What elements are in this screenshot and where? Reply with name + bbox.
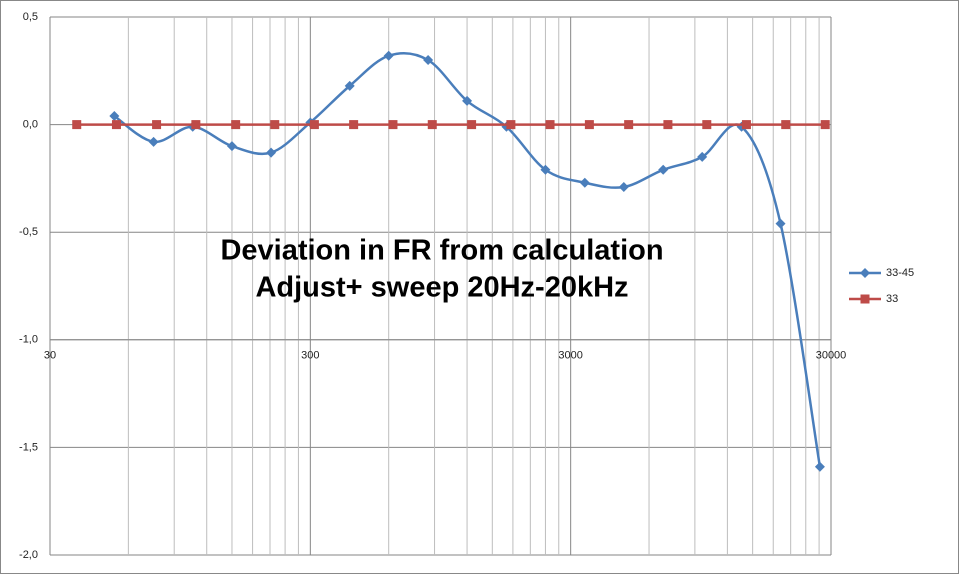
marker [427, 120, 437, 130]
marker [226, 141, 237, 152]
marker [191, 120, 201, 130]
plot [72, 50, 870, 472]
marker [663, 120, 673, 130]
legend-label: 33 [886, 293, 898, 305]
y-tick-label: 0,5 [23, 11, 38, 23]
marker [540, 164, 551, 175]
marker [270, 120, 280, 130]
annotation: Deviation in FR from calculation [220, 235, 663, 267]
marker [423, 55, 434, 66]
marker [506, 120, 516, 130]
marker [148, 136, 159, 147]
marker [775, 218, 786, 229]
marker [152, 120, 162, 130]
y-tick-label: -2,0 [19, 549, 38, 561]
marker [545, 120, 555, 130]
marker [702, 120, 712, 130]
marker [462, 95, 473, 106]
marker [658, 164, 669, 175]
marker [266, 147, 277, 158]
marker [741, 120, 751, 130]
y-tick-label: -1,0 [19, 334, 38, 346]
y-tick-label: -1,5 [19, 441, 38, 453]
marker [624, 120, 634, 130]
x-tick-label: 30000 [816, 350, 847, 362]
marker [349, 120, 359, 130]
marker [111, 120, 121, 130]
marker [579, 177, 590, 188]
y-tick-label: -0,5 [19, 226, 38, 238]
marker [467, 120, 477, 130]
marker [584, 120, 594, 130]
x-tick-label: 30 [44, 350, 56, 362]
legend-label: 33-45 [886, 267, 914, 279]
x-tick-label: 300 [301, 350, 319, 362]
marker [697, 151, 708, 162]
x-tick-label: 3000 [558, 350, 582, 362]
marker [344, 80, 355, 91]
marker [618, 182, 629, 193]
marker [814, 461, 825, 472]
y-tick-label: 0,0 [23, 119, 38, 131]
marker [383, 50, 394, 61]
grid [49, 16, 832, 556]
marker [309, 120, 319, 130]
marker [109, 110, 120, 121]
marker [72, 120, 82, 130]
marker [781, 120, 791, 130]
marker [231, 120, 241, 130]
annotation: Adjust+ sweep 20Hz-20kHz [255, 272, 628, 304]
marker [820, 120, 830, 130]
marker [388, 120, 398, 130]
